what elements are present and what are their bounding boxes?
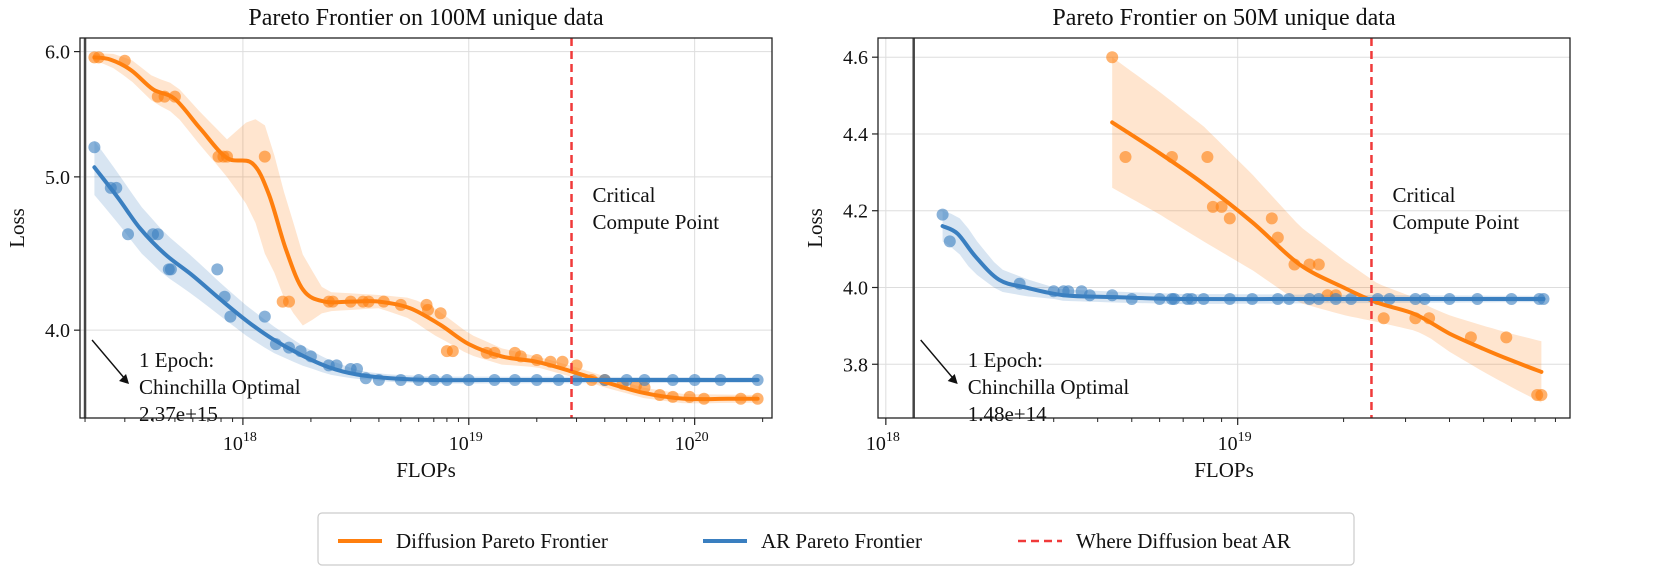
- y-tick-label: 6.0: [45, 42, 70, 64]
- x-axis-label: FLOPs: [396, 458, 456, 482]
- diffusion-data-point: [1312, 258, 1325, 271]
- ar-confidence-band: [94, 140, 758, 384]
- ar-data-point: [88, 141, 101, 154]
- grid: [80, 38, 772, 418]
- diffusion-data-point: [1223, 212, 1236, 225]
- diffusion-data-point: [446, 345, 459, 358]
- diffusion-data-point: [1377, 312, 1390, 325]
- epoch-annotation: 1.48e+14: [968, 402, 1047, 426]
- y-tick-label: 4.0: [843, 277, 868, 299]
- y-axis-label: Loss: [803, 208, 827, 248]
- ar-data-point: [122, 228, 134, 241]
- axes-frame: [79, 37, 773, 419]
- epoch-annotation: 1 Epoch:: [968, 348, 1043, 372]
- grid: [878, 38, 1570, 418]
- epoch-annotation: Chinchilla Optimal: [139, 375, 301, 399]
- diffusion-data-point: [1265, 212, 1278, 225]
- legend-frame: [317, 512, 1355, 566]
- x-axis-label: FLOPs: [1194, 458, 1254, 482]
- diffusion-data-point: [1500, 331, 1513, 344]
- ar-data-point: [936, 208, 949, 221]
- y-tick-label: 3.8: [843, 354, 868, 376]
- epoch-arrow-head: [947, 374, 958, 384]
- diffusion-data-point: [1106, 51, 1119, 64]
- legend: Diffusion Pareto Frontier AR Pareto Fron…: [317, 512, 1355, 566]
- diffusion-data-point: [1201, 151, 1214, 163]
- x-tick-label: 1020: [675, 430, 709, 455]
- ar-data-point: [164, 263, 177, 276]
- diffusion-data-point: [1206, 200, 1219, 213]
- legend-ar-label: AR Pareto Frontier: [761, 529, 922, 553]
- y-tick-label: 4.0: [45, 320, 70, 342]
- epoch-arrow-head: [119, 374, 130, 384]
- ar-data-point: [943, 235, 956, 248]
- critical-compute-annotation: Compute Point: [593, 210, 720, 234]
- epoch-arrow: [920, 339, 955, 380]
- x-tick-label: 1019: [1218, 430, 1252, 455]
- y-tick-label: 5.0: [45, 167, 70, 189]
- ar-frontier-line: [940, 224, 1546, 302]
- ar-data-point: [211, 263, 224, 276]
- x-tick-label: 1018: [866, 430, 900, 455]
- ar-data-point: [258, 310, 271, 323]
- diffusion-frontier-line: [1110, 120, 1544, 374]
- diffusion-confidence-band: [94, 53, 758, 404]
- chart-title: Pareto Frontier on 50M unique data: [1052, 5, 1396, 31]
- diffusion-data-point: [422, 303, 434, 316]
- ar-data-point: [151, 228, 164, 241]
- ar-data-point: [224, 310, 237, 323]
- diffusion-data-point: [1215, 200, 1228, 213]
- diffusion-data-point: [258, 150, 271, 163]
- diffusion-data-point: [1535, 389, 1548, 401]
- critical-compute-annotation: Compute Point: [1393, 210, 1520, 234]
- epoch-annotation: 1 Epoch:: [139, 348, 214, 372]
- chart-panel-100m: Critical Compute Point 1 Epoch: Chinchilla …: [5, 5, 773, 482]
- y-axis-label: Loss: [5, 208, 29, 248]
- chart-panel-50m: Critical Compute Point 1 Epoch: Chinchilla …: [803, 5, 1571, 482]
- critical-compute-annotation: Critical: [1393, 183, 1456, 207]
- diffusion-data-point: [556, 355, 569, 368]
- diffusion-data-point: [1119, 151, 1132, 163]
- critical-compute-annotation: Critical: [593, 183, 656, 207]
- y-tick-label: 4.2: [843, 201, 868, 223]
- legend-diffusion-label: Diffusion Pareto Frontier: [396, 529, 608, 553]
- x-tick-label: 1019: [449, 430, 483, 455]
- epoch-annotation: Chinchilla Optimal: [968, 375, 1130, 399]
- x-tick-label: 1018: [223, 430, 257, 455]
- y-tick-label: 4.4: [843, 124, 868, 146]
- axes-frame: [877, 37, 1571, 419]
- diffusion-data-point: [570, 359, 583, 372]
- ar-frontier-line: [92, 165, 760, 383]
- y-tick-label: 4.6: [843, 47, 868, 69]
- diffusion-data-point: [283, 295, 295, 308]
- diffusion-data-point: [434, 307, 447, 320]
- legend-critical-label: Where Diffusion beat AR: [1076, 529, 1291, 553]
- epoch-annotation: 2.37e+15: [139, 402, 218, 426]
- epoch-arrow: [91, 339, 126, 380]
- chart-title: Pareto Frontier on 100M unique data: [248, 5, 604, 31]
